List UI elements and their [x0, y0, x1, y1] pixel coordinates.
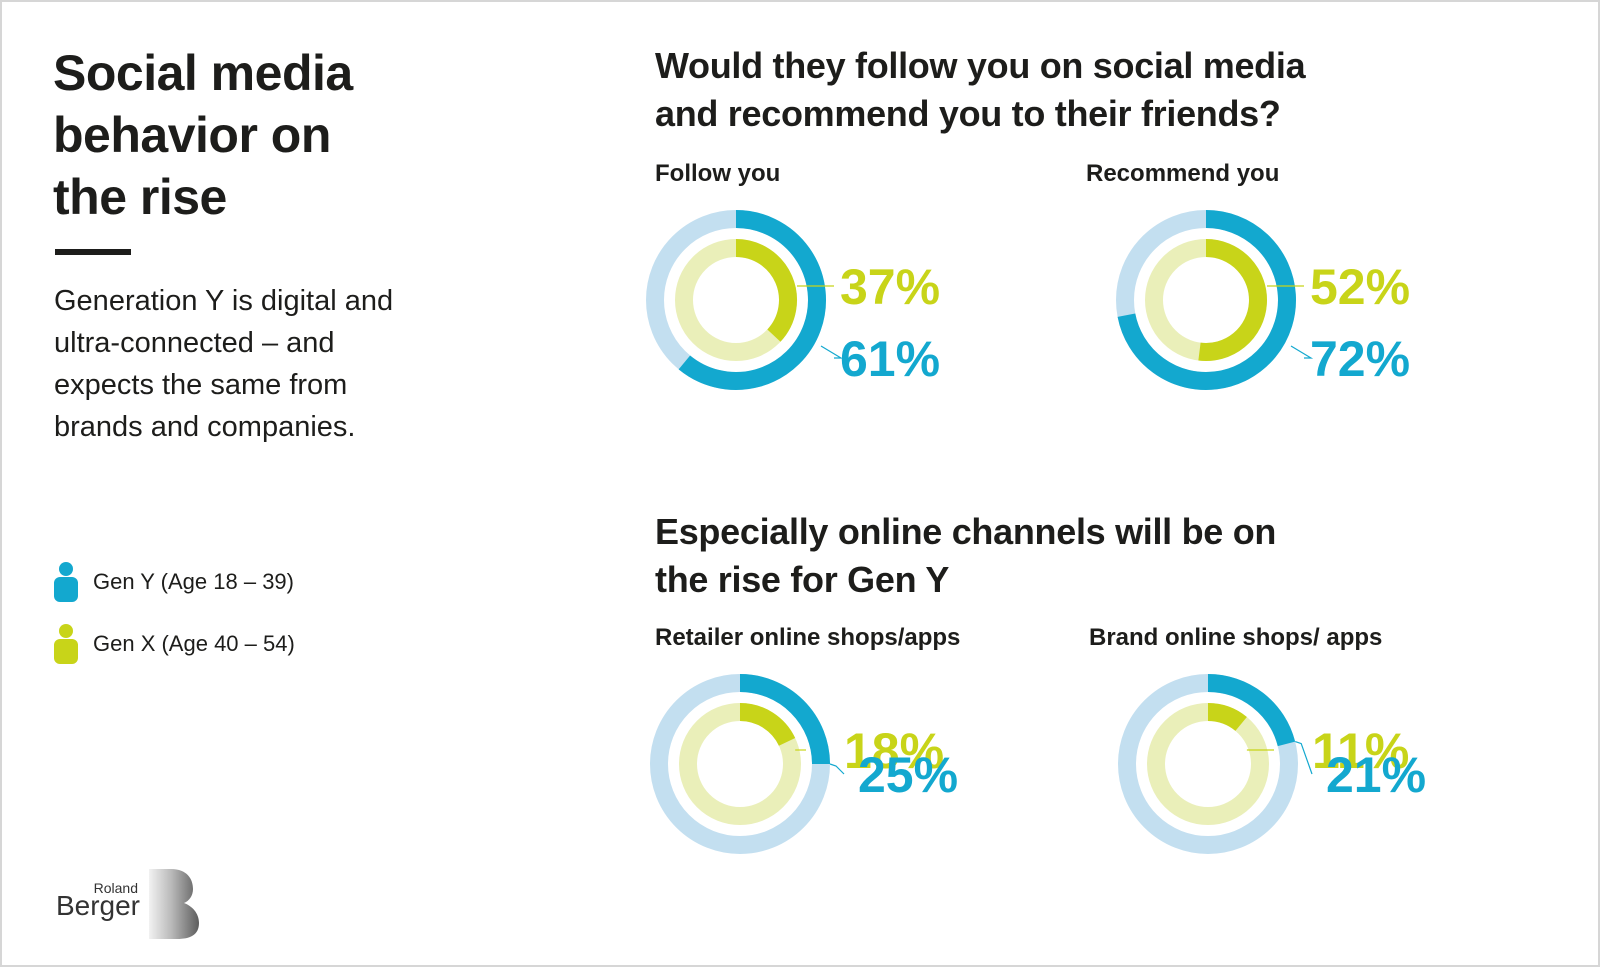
gen-x-arc — [735, 239, 797, 342]
legend-item-gen-y: Gen Y (Age 18 – 39) — [53, 562, 294, 602]
title-divider — [55, 249, 131, 255]
title-line: behavior on — [53, 107, 331, 163]
intro-line: ultra-connected – and — [54, 327, 335, 359]
gen-y-leader-line — [1295, 741, 1313, 775]
chart-label-brand: Brand online shops/ apps — [1089, 624, 1383, 651]
section-title-online: Especially online channels will be on th… — [655, 508, 1375, 604]
legend-item-gen-x: Gen X (Age 40 – 54) — [53, 624, 295, 664]
intro-line: expects the same from — [54, 369, 348, 401]
section-title-line: and recommend you to their friends? — [655, 93, 1281, 134]
gen-y-value-label: 72% — [1310, 331, 1410, 387]
logo-text-top: Roland — [94, 880, 138, 896]
gen-y-value-label: 21% — [1326, 747, 1426, 803]
gen-x-value-label: 37% — [840, 259, 940, 315]
legend-label: Gen X (Age 40 – 54) — [93, 631, 295, 656]
gen-x-track-ring — [1147, 703, 1269, 825]
gen-x-arc — [739, 703, 796, 747]
chart-label-follow: Follow you — [655, 160, 781, 187]
person-icon — [54, 624, 78, 664]
section-title-line: Especially online channels will be on — [655, 511, 1277, 552]
gen-y-arc — [678, 210, 826, 390]
gen-y-leader-line — [829, 763, 845, 775]
gen-y-value-label: 25% — [858, 747, 958, 803]
gen-x-value-label: 18% — [844, 723, 944, 779]
gen-y-arc — [739, 674, 830, 765]
donut-chart-follow: 37%61% — [646, 210, 940, 390]
donut-chart-recommend: 52%72% — [1116, 210, 1410, 390]
gen-y-arc — [1117, 210, 1296, 390]
donut-chart-retailer: 18%25% — [650, 674, 958, 854]
legend-label: Gen Y (Age 18 – 39) — [93, 569, 294, 594]
donut-chart-brand: 11%21% — [1118, 674, 1426, 854]
page-title: Social media behavior on the rise — [53, 42, 473, 228]
logo-text-bottom: Berger — [56, 890, 140, 921]
gen-x-arc — [1198, 239, 1267, 361]
gen-y-arc — [1207, 674, 1296, 747]
title-line: the rise — [53, 169, 227, 225]
chart-label-recommend: Recommend you — [1086, 160, 1280, 187]
gen-x-value-label: 11% — [1312, 723, 1409, 779]
gen-y-value-label: 61% — [840, 331, 940, 387]
section-title-line: the rise for Gen Y — [655, 559, 950, 600]
person-icon — [54, 562, 78, 602]
gen-y-leader-line — [1290, 345, 1314, 359]
roland-berger-logo: Roland Berger — [56, 869, 199, 939]
chart-label-retailer: Retailer online shops/apps — [655, 624, 961, 651]
gen-x-arc — [1207, 703, 1247, 732]
section-title-social: Would they follow you on social media an… — [655, 42, 1375, 138]
title-line: Social media — [53, 45, 353, 101]
section-title-line: Would they follow you on social media — [655, 45, 1306, 86]
intro-text: Generation Y is digital and ultra-connec… — [54, 280, 474, 448]
intro-line: brands and companies. — [54, 411, 356, 443]
gen-x-value-label: 52% — [1310, 259, 1410, 315]
gen-y-leader-line — [820, 345, 844, 359]
intro-line: Generation Y is digital and — [54, 285, 394, 317]
